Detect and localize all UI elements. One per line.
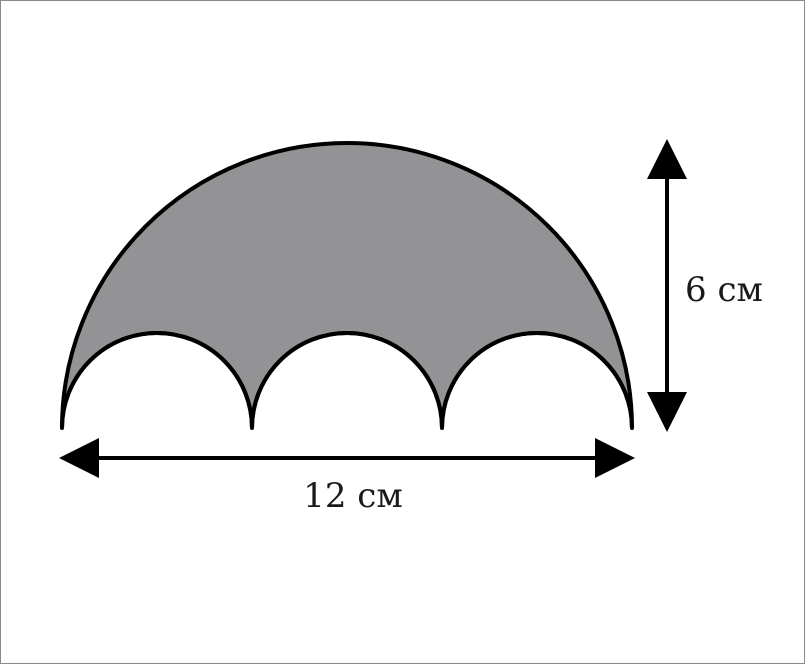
small-semicircle-middle <box>250 331 444 429</box>
width-label: 12 см <box>303 476 403 516</box>
height-label: 6 см <box>685 270 763 310</box>
small-semicircle-left <box>60 331 254 429</box>
small-semicircle-right <box>440 331 634 429</box>
shaded-region <box>60 141 634 430</box>
